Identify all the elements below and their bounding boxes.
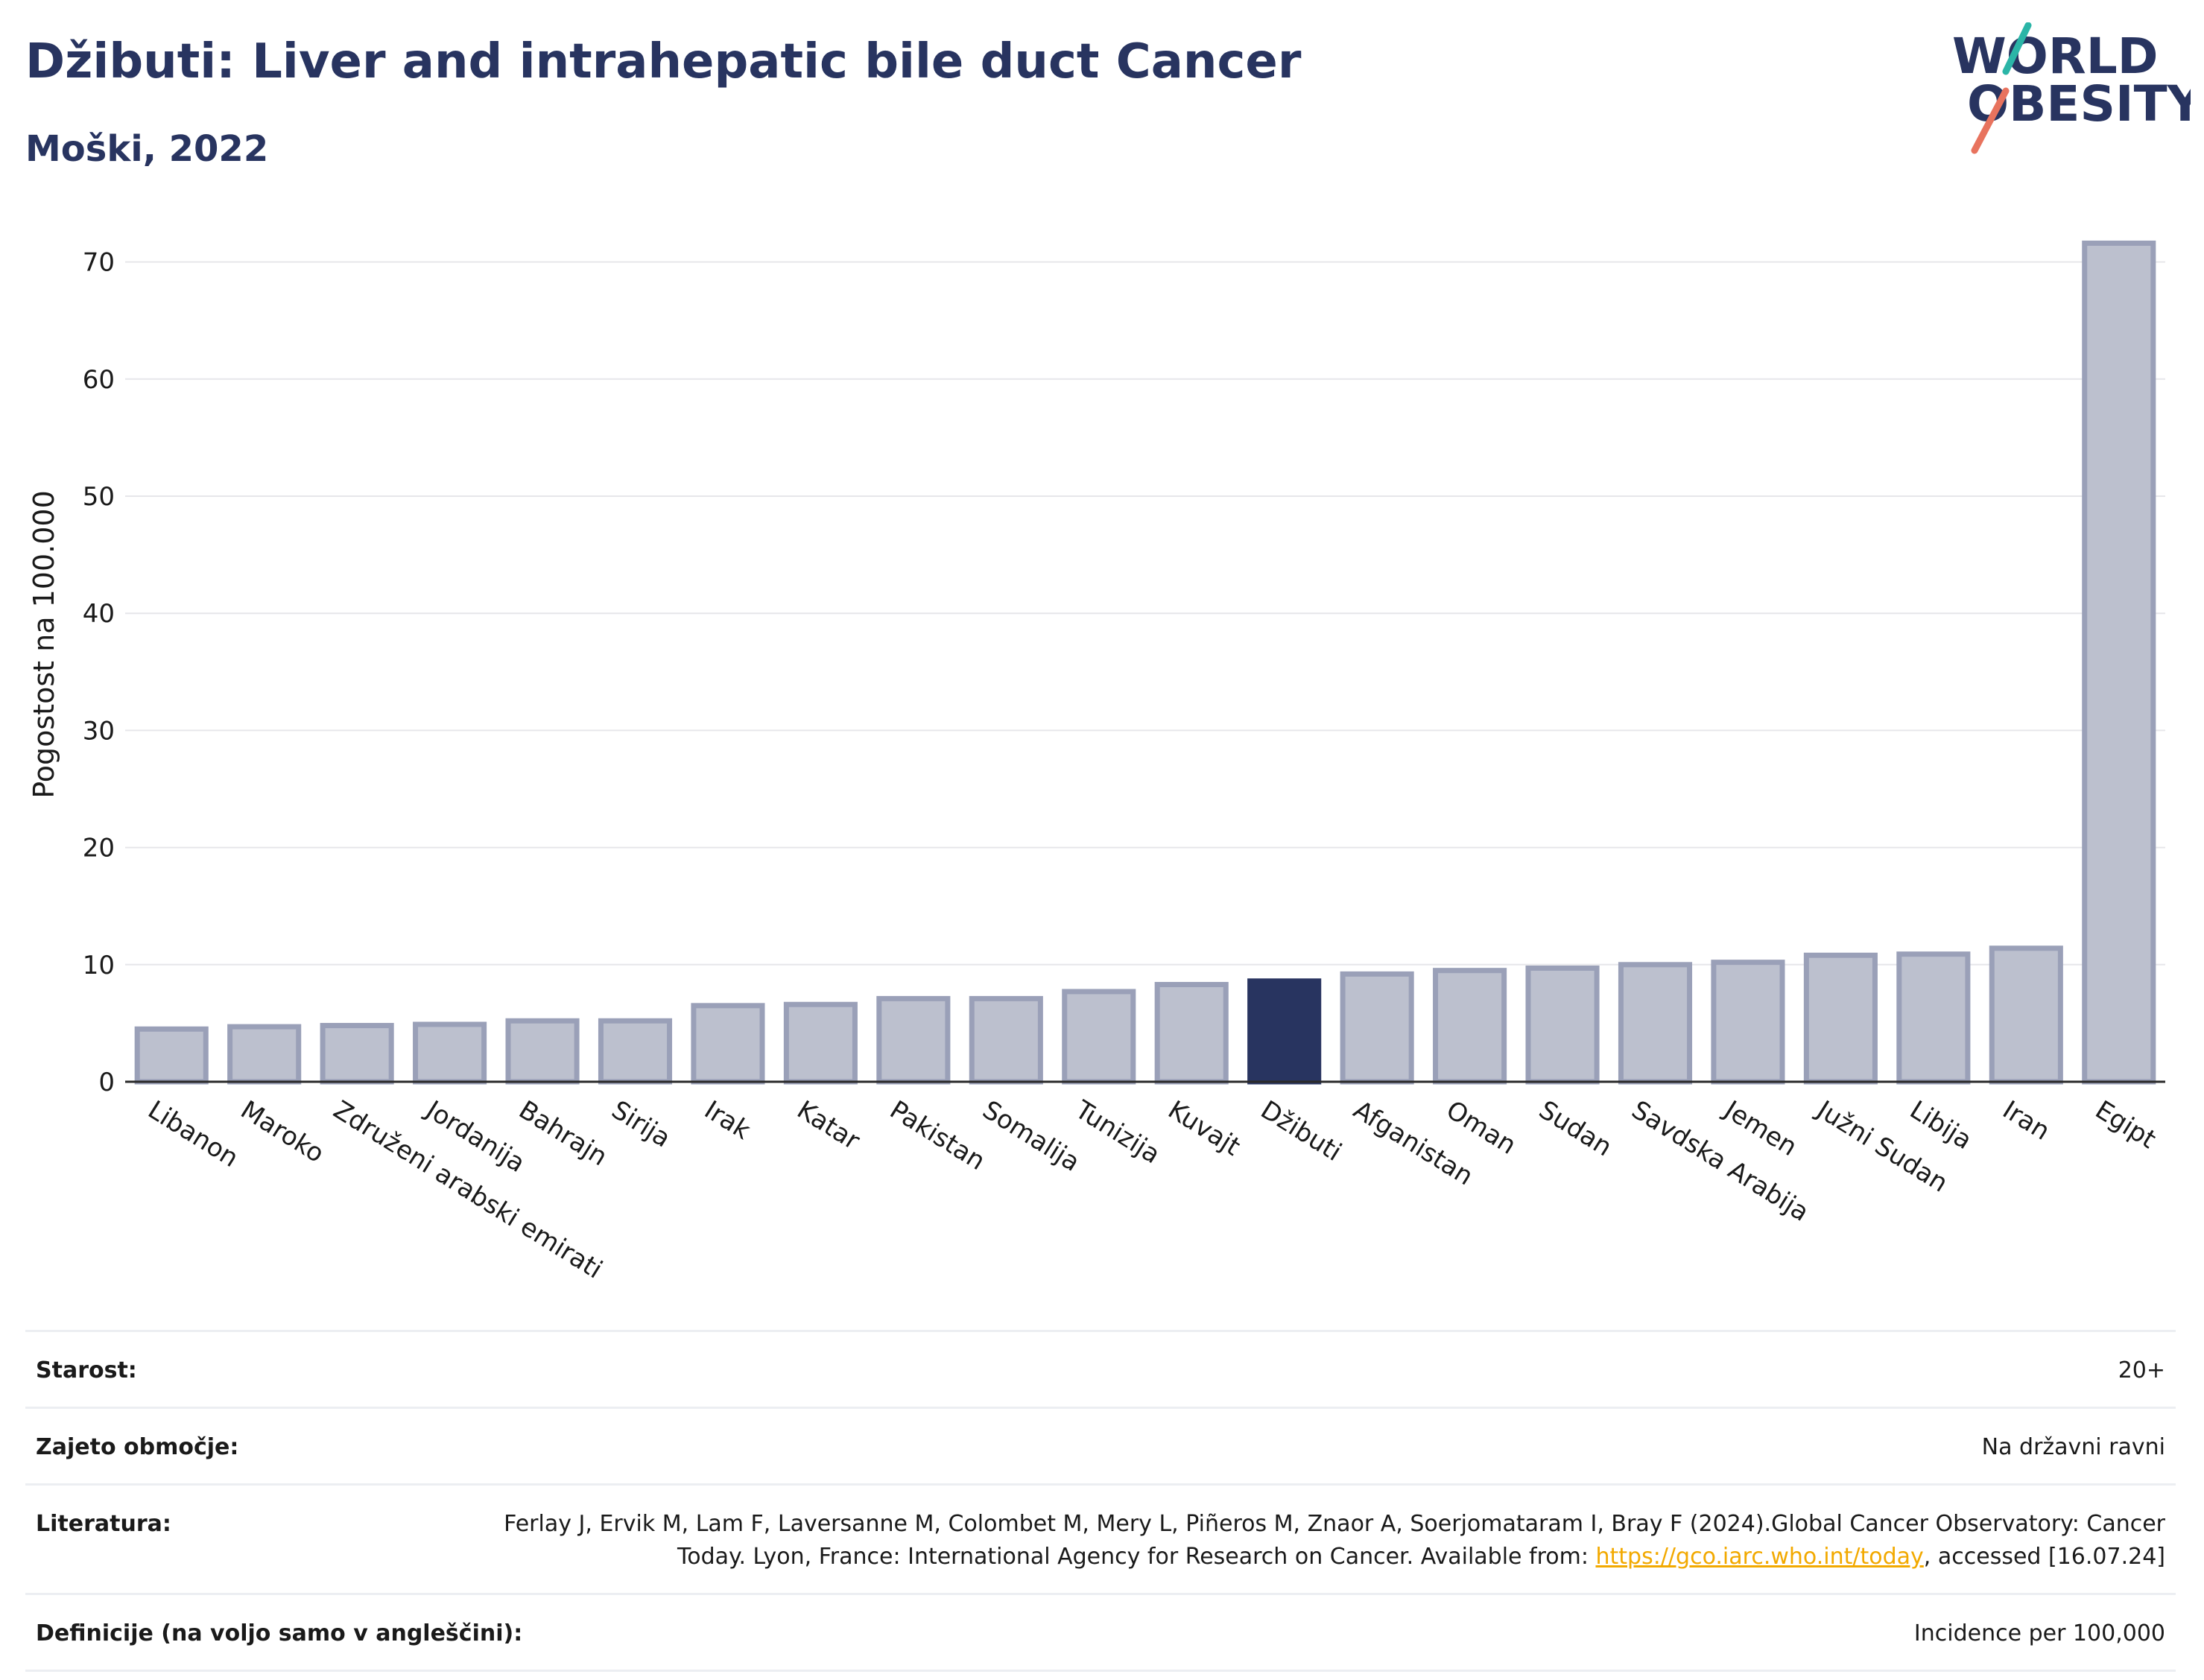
grid-layer <box>125 261 2165 966</box>
meta-row-age: Starost: 20+ <box>25 1330 2176 1407</box>
bar-somalija <box>969 995 1043 1085</box>
logo-teal-slash <box>2002 22 2032 75</box>
bar-sudan <box>1525 966 1600 1085</box>
literature-value: Ferlay J, Ervik M, Lam F, Laversanne M, … <box>489 1508 2165 1573</box>
x-tick-label: Kuvajt <box>1162 1095 1245 1162</box>
literature-label: Literatura: <box>36 1511 171 1537</box>
metadata-table: Starost: 20+ Zajeto območje: Na državni … <box>25 1330 2176 1672</box>
area-label: Zajeto območje: <box>36 1434 239 1460</box>
y-tick-label: 0 <box>98 1068 115 1097</box>
logo-line2: OBESITY <box>1967 75 2191 133</box>
bar-jordanija <box>413 1021 487 1085</box>
bar-egipt <box>2082 240 2156 1085</box>
bar-iran <box>1989 945 2063 1085</box>
bar-sirija <box>598 1018 673 1085</box>
x-tick-label: Libija <box>1904 1095 1977 1156</box>
x-tick-label: Sirija <box>607 1095 676 1154</box>
bar-afganistan <box>1340 971 1414 1085</box>
bar-jemen <box>1711 960 1785 1085</box>
literature-text-2: , accessed [16.07.24] <box>1923 1544 2165 1570</box>
y-tick-label: 70 <box>83 248 115 278</box>
bar-južni-sudan <box>1803 952 1878 1085</box>
x-tick-label: Sudan <box>1533 1095 1617 1163</box>
x-tick-label: Pakistan <box>884 1095 990 1176</box>
age-label: Starost: <box>36 1357 137 1383</box>
x-tick-label: Libanon <box>142 1095 243 1173</box>
x-tick-label: Iran <box>1998 1095 2055 1147</box>
meta-row-definitions: Definicije (na voljo samo v angleščini):… <box>25 1593 2176 1672</box>
world-obesity-logo: WORLD OBESITY <box>1952 22 2191 154</box>
literature-text-1: Ferlay J, Ervik M, Lam F, Laversanne M, … <box>504 1511 2165 1570</box>
x-tick-label: Maroko <box>235 1095 329 1169</box>
meta-row-area: Zajeto območje: Na državni ravni <box>25 1407 2176 1483</box>
x-tick-label: Džibuti <box>1255 1095 1346 1167</box>
x-tick-label: Irak <box>699 1095 756 1146</box>
y-axis-title: Pogostost na 100.000 <box>28 490 60 799</box>
bar-irak <box>691 1003 765 1085</box>
definitions-value: Incidence per 100,000 <box>1913 1620 2165 1646</box>
x-tick-label: Bahrajn <box>513 1095 612 1173</box>
literature-link[interactable]: https://gco.iarc.who.int/today <box>1595 1544 1924 1570</box>
y-tick-label: 10 <box>83 951 115 980</box>
chart-title: Džibuti: Liver and intrahepatic bile duc… <box>25 34 1302 89</box>
age-value: 20+ <box>2118 1357 2165 1383</box>
meta-row-literature: Literatura: Ferlay J, Ervik M, Lam F, La… <box>25 1483 2176 1593</box>
x-tick-label: Tunizija <box>1069 1094 1165 1170</box>
y-tick-label: 60 <box>83 365 115 395</box>
logo-line1: WORLD <box>1952 28 2159 85</box>
logo-red-slash <box>1971 87 2010 154</box>
bar-layer <box>134 240 2156 1085</box>
bar-tunizija <box>1062 989 1136 1085</box>
bar-oman <box>1433 968 1507 1085</box>
bar-libanon <box>134 1026 209 1085</box>
bar-maroko <box>227 1024 302 1085</box>
x-tick-label: Katar <box>792 1095 865 1156</box>
x-tick-label: Egipt <box>2090 1095 2161 1155</box>
bar-savdska-arabija <box>1618 962 1693 1085</box>
y-tick-label: 30 <box>83 716 115 746</box>
y-tick-label: 20 <box>83 834 115 863</box>
bar-kuvajt <box>1154 982 1229 1085</box>
bar-združeni-arabski-emirati <box>320 1023 394 1085</box>
definitions-label: Definicije (na voljo samo v angleščini): <box>36 1620 523 1646</box>
bar-bahrajn <box>505 1018 580 1085</box>
bar-džibuti <box>1247 978 1322 1085</box>
chart-subtitle: Moški, 2022 <box>25 128 269 170</box>
bar-pakistan <box>876 995 951 1085</box>
y-tick-label: 40 <box>83 599 115 629</box>
area-value: Na državni ravni <box>1981 1434 2165 1460</box>
bar-libija <box>1896 951 1971 1085</box>
x-tick-label: Somalija <box>978 1095 1086 1178</box>
bar-katar <box>783 1001 858 1085</box>
y-tick-label: 50 <box>83 482 115 512</box>
